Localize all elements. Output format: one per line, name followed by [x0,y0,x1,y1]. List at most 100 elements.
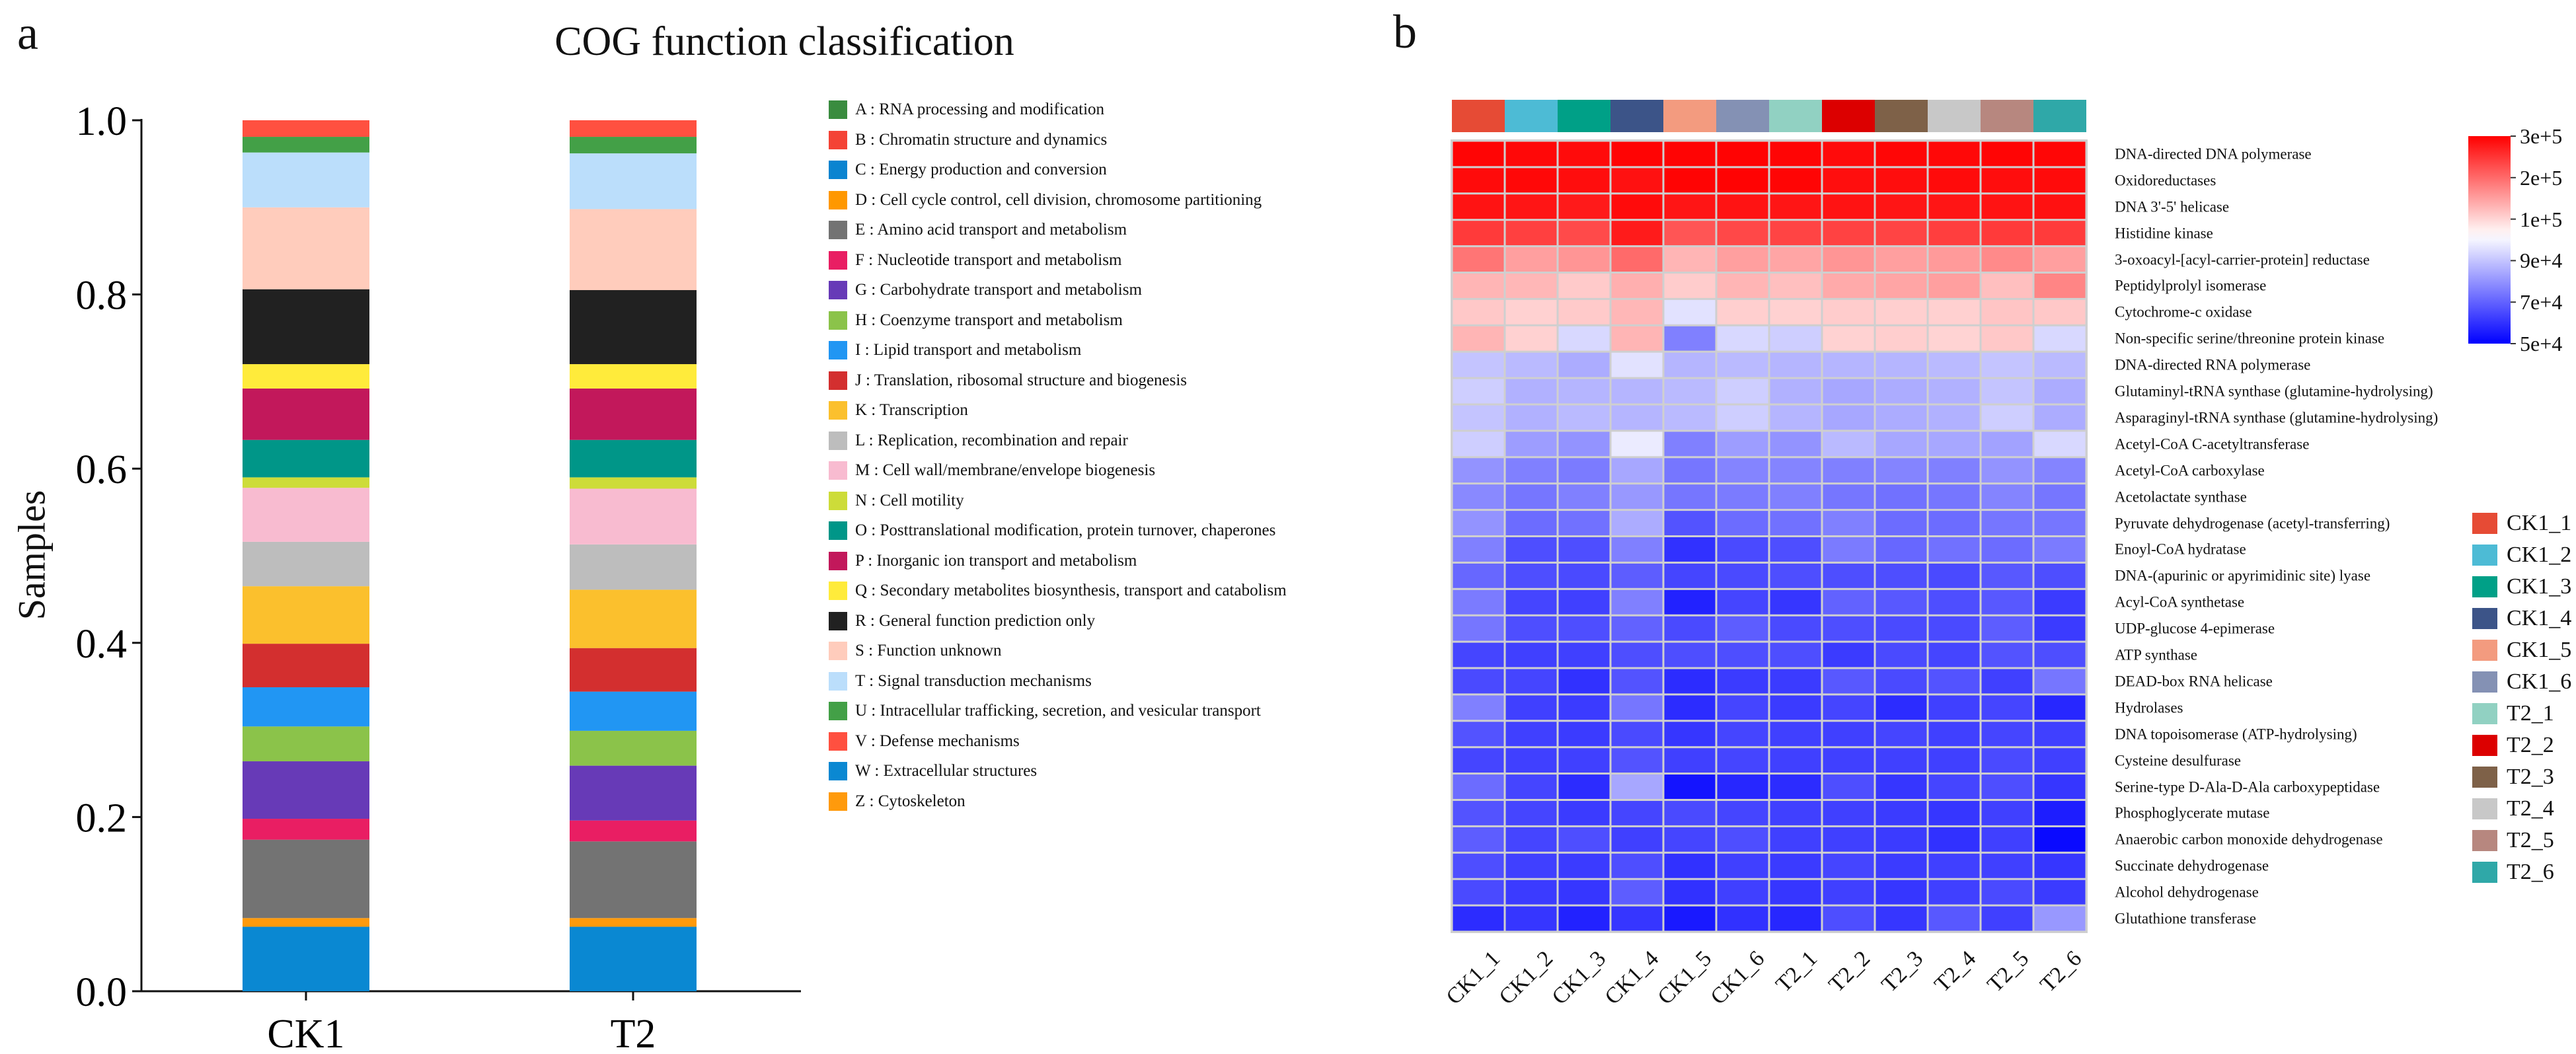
bar-segment-CK1-T [243,152,369,207]
annotation-cell-CK1_3 [1558,100,1610,132]
heatmap-cell [1875,141,1927,167]
heatmap-cell [1558,326,1610,351]
heatmap-cell [2034,801,2086,825]
row-label: Acyl-CoA synthetase [2115,593,2245,611]
heatmap-cell [1981,405,2033,430]
heatmap-cell [2034,432,2086,457]
sample-swatch-T2_3 [2472,767,2497,788]
legend-item: B : Chromatin structure and dynamics [829,127,1107,153]
legend-label: I : Lipid transport and metabolism [855,341,1082,359]
heatmap-cell [1981,563,2033,588]
heatmap-cell [1928,616,1980,641]
legend-label: P : Inorganic ion transport and metaboli… [855,551,1137,570]
heatmap-cell [1875,827,1927,852]
heatmap-cell [1611,299,1663,324]
heatmap-cell [1505,221,1557,246]
heatmap-cell [1770,589,1821,615]
heatmap-cell [1981,669,2033,694]
heatmap-cell [1823,669,1874,694]
colorbar [2468,136,2511,344]
sample-swatch-CK1_5 [2472,640,2497,661]
heatmap-cell [1505,906,1557,931]
heatmap-cell [1558,906,1610,931]
heatmap-cell [1505,352,1557,377]
heatmap-cell [1875,194,1927,219]
bar-segment-T2-R [570,290,697,365]
heatmap-grid [1451,139,2088,933]
colorbar-tick-label: 3e+5 [2520,124,2563,148]
legend-swatch-U [829,702,847,720]
heatmap-cell [1770,432,1821,457]
heatmap-cell [1717,352,1768,377]
annotation-cell-T2_5 [1981,100,2033,132]
heatmap-cell [1505,379,1557,404]
y-tick-label: 1.0 [76,99,128,144]
annotation-cell-CK1_6 [1716,100,1769,132]
heatmap-cell [1664,827,1716,852]
heatmap-cell [2034,221,2086,246]
heatmap-cell [1453,247,1504,272]
row-label: DNA-directed DNA polymerase [2115,145,2312,163]
legend-item: G : Carbohydrate transport and metabolis… [829,277,1142,303]
bar-segment-T2-H [570,730,697,766]
heatmap-cell [1928,141,1980,167]
y-tick-label: 0.6 [76,447,128,492]
heatmap-cell [1981,748,2033,773]
heatmap-cell [1770,458,1821,483]
heatmap-cell [1928,589,1980,615]
heatmap-cell [1717,405,1768,430]
heatmap-cell [2034,326,2086,351]
legend-label: G : Carbohydrate transport and metabolis… [855,281,1142,299]
legend-label: O : Posttranslational modification, prot… [855,521,1276,539]
bar-segment-CK1-U [243,137,369,153]
heatmap-cell [1981,432,2033,457]
heatmap-cell [1505,827,1557,852]
heatmap-cell [1875,352,1927,377]
heatmap-cell [1505,563,1557,588]
heatmap-cell [1928,537,1980,562]
heatmap-cell [1770,247,1821,272]
heatmap-cell [1928,221,1980,246]
heatmap-cell [1611,326,1663,351]
heatmap-cell [1453,511,1504,535]
bar-segment-T2-S [570,209,697,291]
heatmap-cell [1875,511,1927,535]
sample-legend-label: T2_3 [2507,765,2554,789]
heatmap-cell [1928,352,1980,377]
heatmap-cell [2034,774,2086,799]
heatmap-cell [1770,695,1821,720]
heatmap-cell [1875,880,1927,905]
heatmap-cell [2034,853,2086,878]
heatmap-cell [1611,141,1663,167]
heatmap-cell [1611,274,1663,298]
heatmap-cell [1558,801,1610,825]
heatmap-cell [2034,141,2086,167]
column-label: T2_4 [1930,946,1981,997]
legend-item: T : Signal transduction mechanisms [829,668,1092,695]
heatmap-cell [1823,432,1874,457]
heatmap-cell [1505,695,1557,720]
bar-segment-T2-U [570,137,697,154]
heatmap-cell [1770,853,1821,878]
panel-a-letter: a [17,7,38,59]
heatmap-cell [1875,484,1927,509]
row-label: Acetolactate synthase [2115,488,2247,506]
heatmap-cell [1875,616,1927,641]
heatmap-cell [1505,880,1557,905]
legend-swatch-D [829,190,847,209]
heatmap-cell [1505,274,1557,298]
sample-swatch-CK1_3 [2472,576,2497,597]
heatmap-cell [1823,511,1874,535]
heatmap-cell [1823,827,1874,852]
heatmap-cell [1823,748,1874,773]
heatmap-cell [1770,511,1821,535]
heatmap-cell [1505,774,1557,799]
heatmap-cell [1558,168,1610,193]
heatmap-cell [2034,880,2086,905]
annotation-cell-CK1_1 [1452,100,1505,132]
legend-item: H : Coenzyme transport and metabolism [829,307,1123,334]
bar-segment-CK1-E [243,839,369,919]
legend-label: D : Cell cycle control, cell division, c… [855,190,1262,209]
sample-swatch-T2_4 [2472,798,2497,819]
heatmap-cell [2034,352,2086,377]
